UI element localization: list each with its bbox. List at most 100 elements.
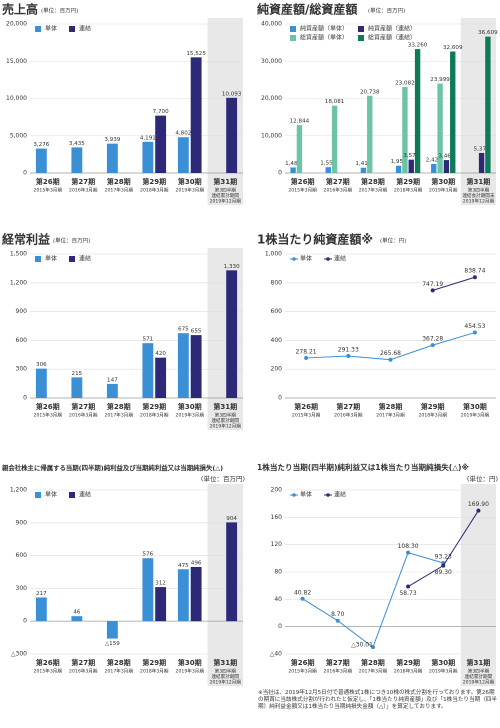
y-tick-label: 1,500: [10, 251, 27, 258]
x-tick-sublabel: 2016年3月期: [69, 187, 98, 194]
legend-label: 単体: [45, 491, 57, 499]
unit-label: (単位：円): [467, 474, 498, 483]
bar: [35, 368, 47, 398]
value-label: 1,330: [224, 264, 240, 270]
value-label: 23,082: [395, 81, 415, 87]
x-tick-label: 第30期: [463, 402, 487, 411]
value-label: 15,525: [186, 51, 206, 57]
value-label: 46: [73, 610, 81, 616]
value-label: 576: [143, 552, 154, 558]
value-label: 306: [36, 362, 47, 368]
legend-label: 連結: [79, 255, 91, 263]
bar: [142, 343, 154, 398]
point: [406, 550, 411, 555]
legend-swatch: [69, 492, 75, 498]
x-tick-label: 第30期: [431, 658, 455, 667]
value-label: 265.68: [380, 350, 401, 357]
y-tick-label: 80: [274, 569, 282, 576]
value-label: 215: [72, 371, 83, 377]
value-label: 40.82: [294, 589, 311, 596]
x-tick-sublabel: 2017年3月期: [376, 412, 405, 419]
value-label: 367.28: [422, 336, 443, 343]
x-tick-sublabel: 2016年3月期: [334, 412, 363, 419]
legend-swatch: [290, 26, 296, 32]
chart-title: 1株当たり純資産額※: [257, 232, 373, 247]
x-tick-label: 第29期: [142, 658, 166, 667]
bar: [177, 569, 189, 622]
value-label: 4,802: [175, 131, 191, 137]
x-tick-label: 第28期: [361, 177, 385, 186]
bar: [106, 143, 118, 173]
value-label: 93.23: [435, 553, 452, 560]
y-tick-label: 0: [23, 395, 27, 402]
value-label: 3,276: [33, 142, 49, 148]
legend-label: 単体: [300, 255, 312, 263]
x-tick-sublabel: 第3四半期: [468, 187, 490, 194]
legend-label: 単体: [45, 255, 57, 263]
bar: [290, 167, 296, 173]
value-label: 3,467: [438, 154, 454, 160]
x-tick-sublabel: 2017年3月期: [359, 668, 388, 675]
legend-dot: [292, 257, 296, 261]
legend-swatch: [35, 492, 41, 498]
value-label: 496: [191, 560, 202, 566]
x-tick-label: 第27期: [71, 177, 95, 186]
point: [472, 275, 477, 280]
value-label: 33,260: [408, 43, 428, 49]
x-tick-label: 第30期: [178, 658, 202, 667]
bar: [485, 36, 491, 174]
value-label: 3,435: [69, 141, 85, 147]
bar: [142, 558, 154, 622]
unit-label: (単位：百万円): [201, 474, 245, 483]
y-tick-label: 900: [16, 308, 28, 315]
x-tick-label: 第31期: [467, 658, 491, 667]
highlight-band: [207, 18, 243, 205]
value-label: 7,700: [153, 109, 169, 115]
x-tick-sublabel: 2016年3月期: [324, 668, 353, 675]
x-tick-sublabel: 連結累計期間: [211, 673, 239, 680]
value-label: 838.74: [464, 268, 485, 275]
y-tick-label: 120: [271, 541, 283, 548]
point: [406, 584, 411, 589]
y-tick-label: 40: [274, 596, 282, 603]
unit-label: (単位：百万円): [53, 237, 90, 245]
y-tick-label: 600: [16, 552, 28, 559]
highlight-band: [207, 248, 243, 430]
y-tick-label: 20,000: [261, 95, 282, 102]
y-tick-label: 1,000: [265, 251, 282, 258]
x-tick-label: 第29期: [142, 402, 166, 411]
x-tick-label: 第27期: [336, 402, 360, 411]
value-label: △30.01: [351, 642, 373, 649]
bar: [395, 165, 402, 173]
y-tick-label: 1,200: [10, 487, 27, 494]
point: [476, 508, 481, 513]
x-tick-sublabel: 第3四半期: [215, 187, 237, 194]
value-label: 420: [155, 351, 166, 357]
bar: [142, 141, 154, 173]
value-label: 147: [107, 377, 118, 383]
x-tick-sublabel: 2015年3月期: [288, 668, 317, 675]
y-tick-label: 160: [271, 514, 283, 521]
unit-label: (単位：円): [380, 237, 406, 245]
y-tick-label: 200: [271, 366, 283, 373]
x-tick-label: 第31期: [213, 402, 237, 411]
x-tick-sublabel: 2019年3月期: [176, 412, 205, 419]
legend-dot: [326, 493, 330, 497]
highlight-band: [207, 484, 243, 686]
value-label: 32,609: [443, 45, 463, 51]
highlight-band: [460, 484, 496, 686]
x-tick-label: 第28期: [107, 658, 131, 667]
line: [302, 552, 444, 648]
legend-swatch: [35, 256, 41, 262]
bar: [71, 377, 83, 398]
x-tick-label: 第28期: [107, 402, 131, 411]
y-tick-label: 600: [271, 308, 283, 315]
point: [388, 357, 393, 362]
y-tick-label: △300: [11, 651, 27, 658]
value-label: 312: [155, 581, 166, 587]
y-tick-label: 200: [271, 487, 283, 494]
legend-label: 総資産額（連結）: [368, 34, 416, 42]
bar: [443, 160, 450, 173]
y-tick-label: 0: [23, 170, 27, 177]
x-tick-sublabel: 連結累計期間: [211, 192, 239, 199]
